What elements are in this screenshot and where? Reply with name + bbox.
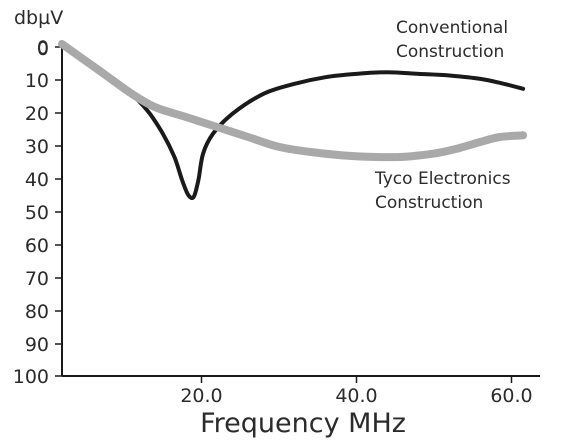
- series-line-conventional: [60, 42, 526, 200]
- series-label-conventional-line2: Construction: [396, 42, 504, 62]
- y-tick-label: 70: [25, 268, 49, 290]
- series-lines: [58, 40, 528, 200]
- y-tick-label: 50: [25, 202, 49, 224]
- x-tick-label: 60.0: [490, 385, 532, 407]
- y-tick-label: 100: [13, 366, 49, 388]
- x-ticks: 20.0 40.0 60.0: [180, 376, 533, 407]
- series-line-tyco: [58, 40, 528, 162]
- y-axis-label: dbµV: [14, 7, 63, 29]
- y-tick-label: 40: [25, 169, 49, 191]
- y-tick-label: 80: [25, 301, 49, 323]
- y-tick-label: 0: [37, 37, 49, 59]
- x-axis-title: Frequency MHz: [200, 408, 406, 439]
- series-labels: Conventional Construction Tyco Electroni…: [374, 18, 511, 213]
- y-tick-label: 60: [25, 235, 49, 257]
- y-tick-label: 30: [25, 136, 49, 158]
- y-tick-label: 0: [37, 38, 49, 60]
- y-tick-label: 20: [25, 103, 49, 125]
- series-label-tyco-line2: Construction: [375, 193, 483, 213]
- x-tick-label: 40.0: [335, 385, 377, 407]
- axes: [61, 44, 540, 377]
- series-label-tyco-line1: Tyco Electronics: [374, 169, 511, 189]
- y-tick-label: 10: [25, 70, 49, 92]
- series-label-conventional-line1: Conventional: [396, 18, 508, 38]
- y-tick-label: 90: [25, 334, 49, 356]
- x-tick-label: 20.0: [180, 385, 222, 407]
